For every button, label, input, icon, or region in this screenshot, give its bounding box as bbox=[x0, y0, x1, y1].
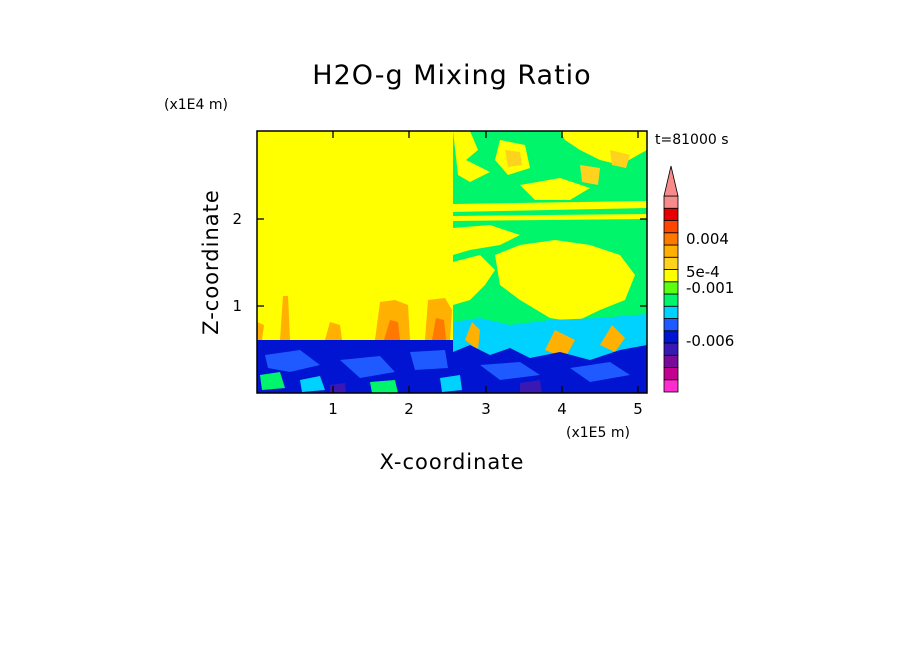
patch-orange bbox=[580, 165, 600, 185]
colorbar-swatch bbox=[663, 367, 679, 381]
colorbar-swatch bbox=[663, 293, 679, 307]
colorbar-swatch bbox=[663, 269, 679, 283]
colorbar-swatch bbox=[663, 232, 679, 246]
updraft-orange bbox=[465, 322, 480, 350]
x-tick-label: 4 bbox=[557, 400, 567, 418]
colorbar-swatch bbox=[663, 330, 679, 344]
updraft-orange bbox=[545, 330, 575, 358]
colorbar-label: -0.006 bbox=[686, 332, 734, 350]
y-scale-note: (x1E4 m) bbox=[164, 97, 228, 113]
patch-yellow bbox=[453, 131, 490, 182]
patch-yellow bbox=[453, 255, 495, 305]
updraft-orange bbox=[280, 296, 290, 340]
updraft-orange bbox=[375, 300, 410, 340]
colorbar-label: 0.004 bbox=[686, 230, 729, 248]
x-ticks bbox=[332, 131, 639, 393]
mottle-lightblue bbox=[410, 350, 448, 370]
colorbar-extend-arrow bbox=[663, 165, 679, 197]
colorbar-label: -0.001 bbox=[686, 279, 734, 297]
x-tick-label: 5 bbox=[633, 400, 643, 418]
colorbar-swatch bbox=[663, 379, 679, 393]
colorbar-swatch bbox=[663, 281, 679, 295]
x-tick-label: 2 bbox=[404, 400, 414, 418]
x-tick-label: 1 bbox=[328, 400, 338, 418]
mottle-lightblue bbox=[480, 362, 540, 380]
colorbar-swatch bbox=[663, 256, 679, 270]
y-axis-label: Z-coordinate bbox=[199, 189, 223, 335]
colorbar-swatch bbox=[663, 207, 679, 221]
updraft-red bbox=[432, 318, 446, 340]
mottle-lightblue bbox=[265, 350, 320, 372]
mottle-purple bbox=[520, 380, 542, 393]
colorbar-swatch bbox=[663, 195, 679, 209]
updraft-orange bbox=[600, 325, 625, 352]
x-scale-note: (x1E5 m) bbox=[566, 425, 630, 441]
plot-area bbox=[257, 131, 647, 393]
colorbar-swatch bbox=[663, 220, 679, 234]
updraft-orange bbox=[257, 322, 264, 340]
colorbar-swatch bbox=[663, 244, 679, 258]
mottle-lightblue bbox=[340, 356, 395, 378]
mottle-cyan bbox=[440, 375, 462, 392]
colorbar-swatch bbox=[663, 318, 679, 332]
chart-title: H2O-g Mixing Ratio bbox=[312, 60, 591, 91]
band-yellow bbox=[453, 201, 647, 212]
colorbar-label: 5e-4 bbox=[686, 263, 720, 281]
y-ticks bbox=[257, 218, 647, 307]
patch-orange bbox=[610, 150, 630, 168]
updraft-red bbox=[384, 320, 400, 340]
mottle-green bbox=[260, 372, 285, 390]
time-label: t=81000 s bbox=[655, 132, 729, 148]
x-tick-label: 3 bbox=[481, 400, 491, 418]
patch-yellow bbox=[520, 178, 590, 200]
colorbar-swatch bbox=[663, 354, 679, 368]
band-yellow bbox=[453, 214, 647, 221]
patch-yellow bbox=[495, 240, 635, 322]
mottle-purple bbox=[330, 383, 346, 393]
y-tick-label: 1 bbox=[232, 297, 242, 315]
mottle-cyan bbox=[300, 376, 325, 392]
colorbar-swatch bbox=[663, 305, 679, 319]
colorbar-swatch bbox=[663, 342, 679, 356]
patch-yellow bbox=[453, 225, 520, 255]
x-axis-label: X-coordinate bbox=[380, 450, 525, 474]
mottle-lightblue bbox=[570, 362, 630, 382]
layer-blue bbox=[453, 345, 647, 393]
patch-orange bbox=[505, 150, 522, 167]
plot-frame bbox=[256, 130, 648, 394]
y-tick-label: 2 bbox=[232, 210, 242, 228]
mottle-green bbox=[370, 380, 398, 393]
updraft-orange bbox=[325, 322, 342, 340]
colorbar bbox=[663, 165, 679, 393]
